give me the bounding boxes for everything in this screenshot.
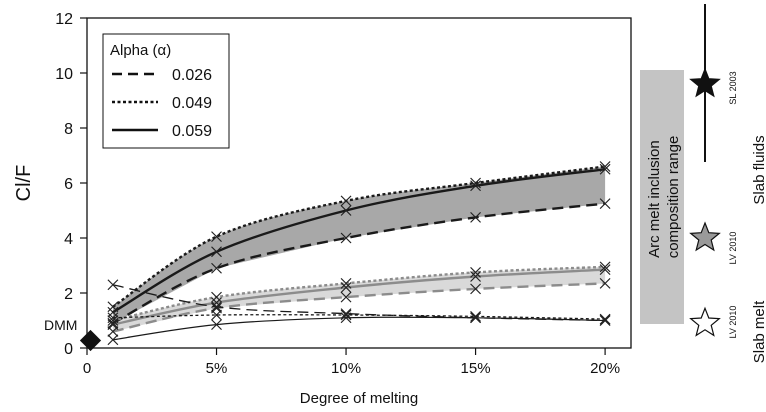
y-tick-label: 8 [64,121,73,138]
data-point-0-0-2 [340,232,352,244]
data-point-2-1-2 [340,309,352,321]
data-point-0-2-3 [470,180,481,192]
x-tick-label: 5% [206,360,228,377]
y-tick-label: 2 [64,286,73,303]
data-point-1-2-2 [340,282,352,293]
model-curve-0-0.026 [112,202,606,325]
slab-melt-label: Slab melt [751,300,766,363]
data-point-0-1-1 [211,231,222,243]
model-curve-1-0.026 [112,282,606,333]
sl2003-label: SL 2003 [728,71,738,104]
data-point-0-2-4 [599,163,611,175]
data-point-2-2-0 [107,334,119,346]
data-point-0-2-2 [340,205,352,216]
data-point-1-1-1 [211,291,222,303]
x-tick-label: 10% [331,360,361,377]
arc-range-label-line2: composition range [665,136,682,259]
data-point-0-0-0 [107,317,119,329]
x-axis-ticks: 0 5% 10% 15% 20% [83,348,620,377]
data-point-1-2-1 [211,297,222,309]
data-point-1-0-3 [470,283,481,295]
lv2010-fluid-label: LV 2010 [728,232,738,265]
data-point-1-2-3 [470,271,481,282]
data-point-0-1-0 [107,301,119,313]
data-point-2-0-2 [340,308,352,320]
legend: Alpha (α) 0.026 0.049 0.059 [102,33,230,149]
y-tick-label: 10 [55,66,73,83]
data-markers [107,161,611,346]
data-point-1-1-0 [107,315,119,326]
data-point-0-0-3 [470,211,481,223]
data-point-0-2-0 [107,306,119,318]
slab-fluids-label: Slab fluids [751,135,766,204]
data-point-0-0-1 [211,262,222,274]
data-point-0-1-3 [470,177,481,189]
data-point-2-1-4 [599,313,611,325]
data-point-2-2-1 [211,319,222,331]
data-point-2-1-0 [107,312,119,324]
model-band-0 [112,166,606,324]
data-point-1-0-4 [599,277,611,289]
data-point-0-1-4 [599,161,611,172]
sl2003-star-icon [689,67,721,98]
data-point-1-1-4 [599,261,611,273]
data-point-1-2-4 [599,264,611,276]
data-point-1-0-2 [340,291,352,303]
model-bands [112,166,606,332]
data-point-0-0-4 [599,198,611,210]
arc-range-label: Arc melt inclusion composition range [646,136,682,259]
data-point-2-1-3 [470,310,481,322]
legend-label-0059: 0.059 [172,123,212,140]
y-tick-label: 0 [64,341,73,358]
y-tick-label: 12 [55,11,73,28]
y-axis-label: Cl/F [13,165,35,202]
dmm-label: DMM [44,317,77,333]
data-point-0-2-1 [211,246,222,258]
y-tick-label: 4 [64,231,73,248]
data-point-1-1-3 [470,266,481,278]
model-curve-2-0.059 [112,316,606,341]
data-point-2-0-0 [107,279,119,291]
legend-label-0026: 0.026 [172,67,212,84]
lv2010-melt-star-icon [689,306,721,337]
x-tick-label: 15% [461,360,491,377]
legend-label-0049: 0.049 [172,95,212,112]
data-point-2-2-2 [340,312,352,324]
data-point-2-0-1 [211,301,222,313]
data-point-2-1-1 [211,309,222,321]
lv2010-melt-label: LV 2010 [728,306,738,339]
data-point-1-1-2 [340,277,352,289]
x-tick-label: 20% [590,360,620,377]
arc-range-bar [640,70,684,324]
x-axis-label: Degree of melting [300,390,418,407]
y-axis-ticks: 0 2 4 6 8 10 12 [55,11,87,358]
arc-range-label-line1: Arc melt inclusion [646,140,663,258]
data-point-0-1-2 [340,195,352,207]
model-band-1 [112,266,606,332]
lv2010-fluid-star-icon [689,221,721,252]
legend-title: Alpha (α) [110,42,171,59]
x-tick-label: 0 [83,360,91,377]
data-point-2-2-3 [470,312,481,324]
data-point-2-2-4 [599,315,611,326]
y-tick-label: 6 [64,176,73,193]
